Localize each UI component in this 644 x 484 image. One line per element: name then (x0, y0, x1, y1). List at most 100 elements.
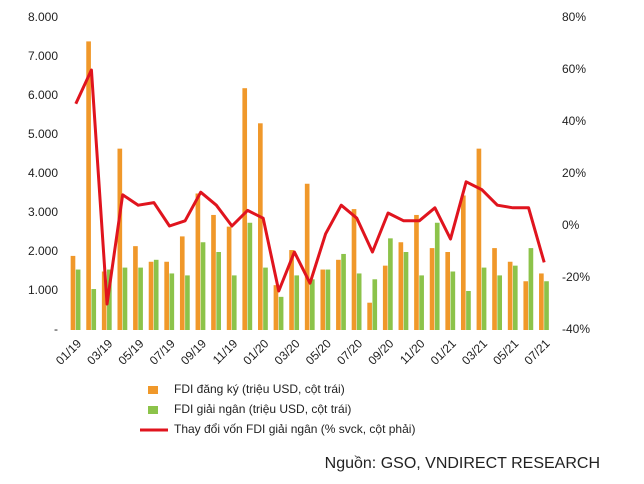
bar (320, 269, 326, 330)
bar (263, 267, 268, 330)
y2-tick-label: 20% (562, 166, 586, 180)
legend-label: FDI giải ngân (triệu USD, cột trái) (174, 402, 351, 416)
x-tick-label: 03/20 (272, 336, 303, 367)
bar (278, 296, 284, 330)
y-tick-label: 2.000 (28, 244, 58, 258)
bar (195, 193, 201, 330)
bar (528, 248, 534, 330)
bar (231, 275, 237, 330)
bar (133, 246, 138, 330)
bar (153, 259, 159, 330)
bar (445, 252, 451, 330)
bar (304, 183, 310, 330)
legend-label: FDI đăng ký (triệu USD, cột trái) (174, 382, 345, 396)
x-tick-label: 01/21 (428, 336, 459, 367)
bar (398, 242, 404, 330)
y-tick-label: - (54, 322, 58, 336)
line (74, 68, 546, 306)
x-tick-label: 09/19 (178, 336, 209, 367)
bar (466, 291, 471, 330)
bar (117, 148, 123, 330)
bar (107, 269, 112, 330)
x-tick-label: 03/21 (459, 336, 490, 367)
bar (200, 242, 206, 330)
bar (242, 88, 248, 330)
bar (481, 267, 487, 330)
legend-label: Thay đổi vốn FDI giải ngân (% svck, cột … (174, 422, 415, 436)
y2-tick-label: 60% (562, 62, 586, 76)
y2-tick-label: 80% (562, 10, 586, 24)
bar (185, 275, 190, 330)
bar (512, 265, 518, 330)
x-tick-label: 09/20 (365, 336, 396, 367)
bar (492, 248, 497, 330)
x-tick-label: 07/20 (334, 336, 365, 367)
bar (523, 281, 529, 330)
bar (336, 259, 341, 330)
bar (101, 271, 107, 330)
bar (211, 214, 216, 330)
bar (450, 271, 456, 330)
y-tick-label: 3.000 (28, 205, 58, 219)
bar (70, 255, 76, 330)
bar (460, 195, 466, 330)
bar (341, 253, 346, 330)
y-tick-label: 4.000 (28, 166, 58, 180)
bar (351, 209, 357, 330)
legend-swatch (148, 386, 158, 394)
x-tick-label: 05/21 (490, 336, 521, 367)
x-tick-label: 07/19 (147, 336, 178, 367)
bar (91, 289, 97, 330)
x-tick-label: 01/20 (240, 336, 271, 367)
bar (539, 273, 544, 330)
bar (289, 250, 294, 330)
bar (273, 285, 279, 330)
legend-swatch (148, 406, 158, 414)
y-tick-label: 5.000 (28, 127, 58, 141)
bar (216, 252, 221, 330)
x-tick-label: 05/20 (303, 336, 334, 367)
bar (325, 269, 331, 330)
source-note: Nguồn: GSO, VNDIRECT RESEARCH (325, 455, 600, 472)
x-tick-label: 11/19 (210, 336, 241, 367)
bar (86, 41, 91, 331)
bar (356, 273, 362, 330)
bar (388, 238, 393, 330)
bar (75, 269, 81, 330)
x-tick-label: 03/19 (84, 336, 115, 367)
bar (382, 265, 388, 330)
bar (247, 222, 253, 330)
x-tick-label: 05/19 (115, 336, 146, 367)
bar (414, 214, 419, 330)
x-tick-label: 11/20 (397, 336, 428, 367)
x-tick-label: 07/21 (521, 336, 552, 367)
bar (544, 281, 549, 330)
bar (429, 248, 435, 330)
bar (497, 275, 503, 330)
bar (294, 275, 300, 330)
bar (122, 267, 128, 330)
bar (367, 302, 372, 330)
bar (434, 222, 440, 330)
y-tick-label: 1.000 (28, 283, 58, 297)
bar (179, 236, 185, 330)
y-tick-label: 7.000 (28, 49, 58, 63)
x-tick-label: 01/19 (53, 336, 84, 367)
bar (148, 261, 154, 330)
y-tick-label: 6.000 (28, 88, 58, 102)
bar (310, 279, 315, 330)
y2-tick-label: 40% (562, 114, 586, 128)
y2-tick-label: 0% (562, 218, 580, 232)
bar (258, 123, 263, 330)
bar (164, 261, 169, 330)
bar (169, 273, 175, 330)
bar (476, 148, 482, 330)
bar (403, 252, 409, 330)
bar (507, 261, 513, 330)
y2-tick-label: -40% (562, 322, 590, 336)
bar (226, 226, 232, 330)
y-tick-label: 8.000 (28, 10, 58, 24)
bar (138, 267, 143, 330)
bar (372, 279, 378, 330)
